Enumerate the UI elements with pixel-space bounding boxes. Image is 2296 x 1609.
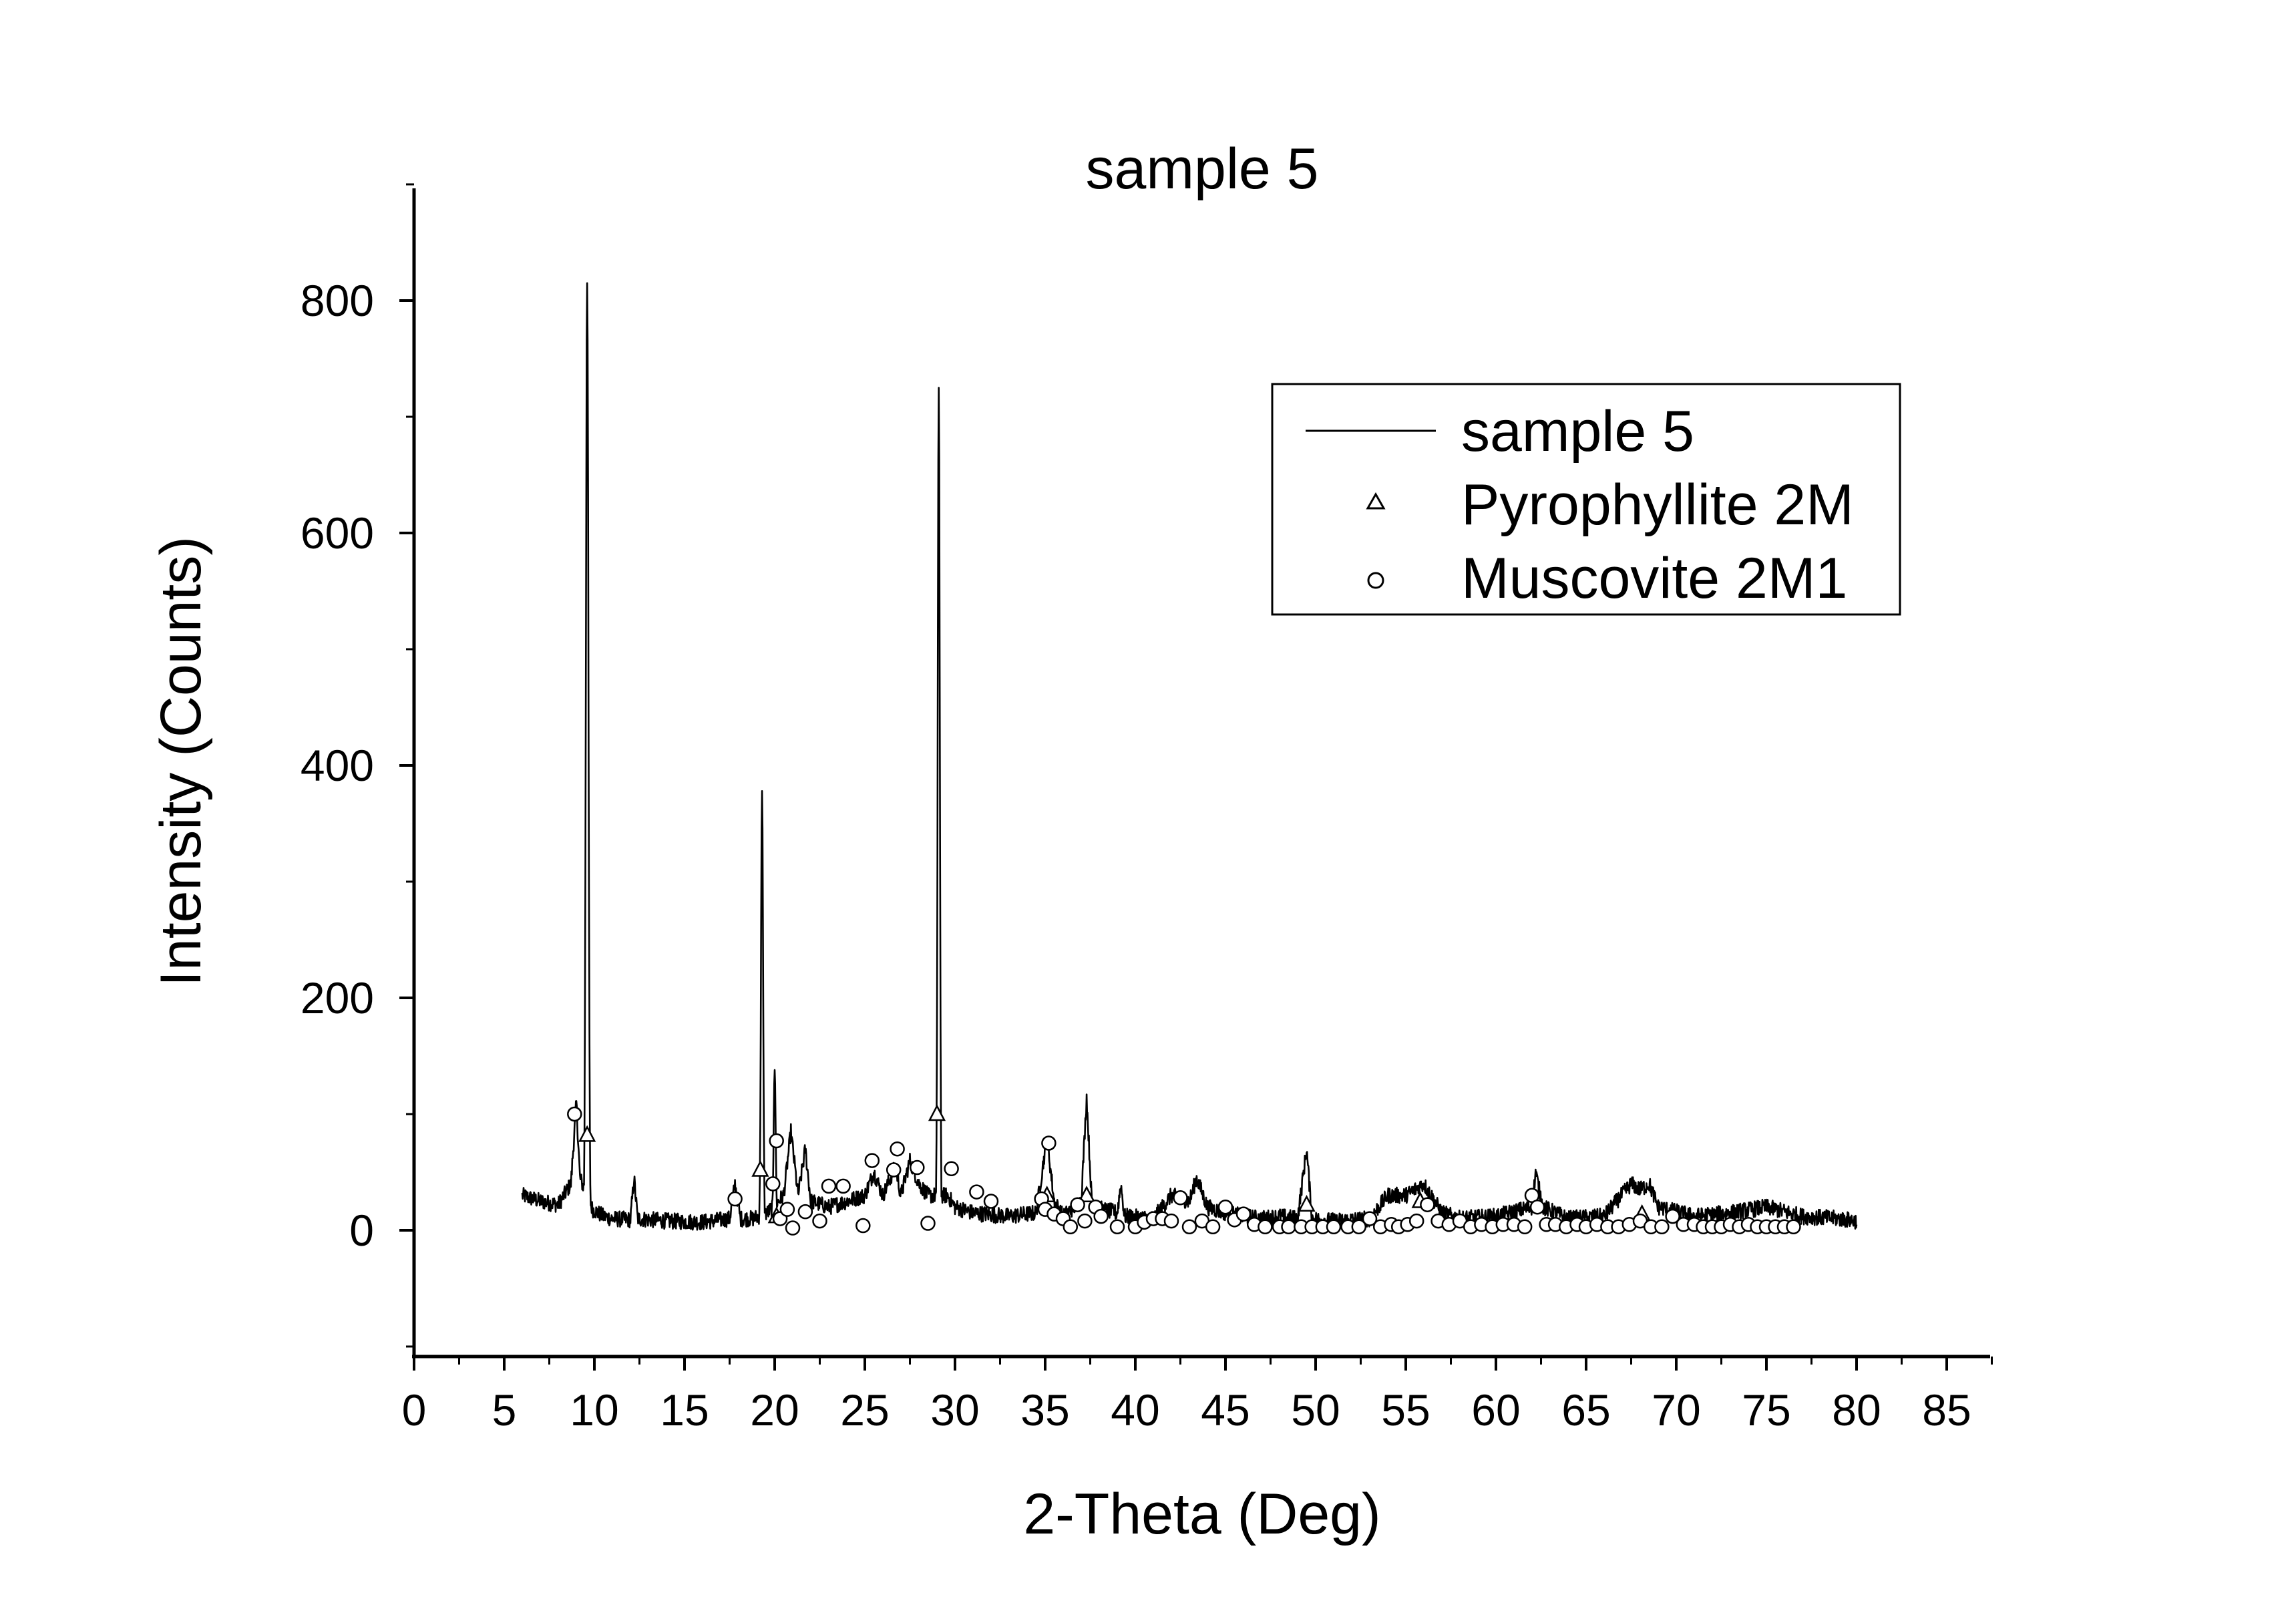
x-tick-label-25: 25 [840,1385,889,1435]
pyrophyllite-marker [928,1104,946,1121]
muscovite-marker [855,1218,871,1234]
muscovite-marker [1093,1208,1109,1224]
x-tick-label-45: 45 [1201,1385,1250,1435]
x-tick-label-55: 55 [1381,1385,1430,1435]
legend-circle-marker [1367,572,1384,589]
chart-title: sample 5 [1086,137,1319,201]
muscovite-marker [1786,1219,1801,1235]
muscovite-marker [1258,1219,1273,1235]
x-tick-label-70: 70 [1652,1385,1700,1435]
muscovite-marker [567,1106,582,1122]
x-axis-label: 2-Theta (Deg) [1023,1482,1380,1546]
y-tick-label-0: 0 [349,1206,374,1255]
muscovite-marker [1665,1208,1680,1224]
x-tick-label-30: 30 [930,1385,979,1435]
muscovite-marker [864,1153,880,1168]
muscovite-marker [1173,1190,1188,1206]
muscovite-marker [727,1191,743,1207]
x-tick-label-20: 20 [750,1385,799,1435]
muscovite-marker [920,1216,936,1231]
muscovite-marker [1654,1219,1670,1235]
pyrophyllite-marker [751,1159,769,1177]
legend-entry-muscovite: Muscovite 2M1 [1461,546,1847,610]
muscovite-marker [812,1213,827,1229]
legend-box [1271,383,1901,616]
x-tick-label-15: 15 [660,1385,709,1435]
muscovite-marker [944,1161,959,1177]
muscovite-marker [1181,1219,1197,1235]
x-tick-label-40: 40 [1111,1385,1159,1435]
muscovite-marker [785,1220,801,1236]
x-tick-label-65: 65 [1561,1385,1610,1435]
y-tick-label-200: 200 [301,973,374,1023]
pyrophyllite-marker [578,1125,596,1142]
muscovite-marker [1205,1219,1221,1235]
muscovite-marker [1077,1213,1093,1229]
muscovite-marker [983,1194,999,1209]
x-tick-label-10: 10 [570,1385,618,1435]
axis-ticks: 0 5 10 15 20 25 30 35 40 45 50 55 60 65 70 75 80 85 0 200 40… [301,183,1993,1435]
x-tick-label-60: 60 [1471,1385,1520,1435]
legend: sample 5 Pyrophyllite 2M Muscovite 2M1 [1271,383,1901,616]
y-tick-label-600: 600 [301,508,374,558]
muscovite-marker [1408,1213,1424,1229]
x-tick-label-5: 5 [492,1385,517,1435]
x-tick-label-0: 0 [402,1385,427,1435]
muscovite-marker [1070,1197,1085,1212]
muscovite-marker [1420,1197,1435,1212]
muscovite-marker [1041,1135,1057,1151]
x-tick-label-75: 75 [1742,1385,1790,1435]
muscovite-marker [1351,1219,1367,1235]
plot-area [521,282,1858,1236]
sample-5-line [521,282,1858,1231]
muscovite-marker [1109,1219,1125,1235]
y-tick-label-400: 400 [301,741,374,790]
legend-entry-sample-5: sample 5 [1461,399,1694,464]
legend-triangle-marker [1366,492,1386,510]
muscovite-marker [1063,1219,1079,1235]
muscovite-marker [1529,1199,1545,1215]
muscovite-marker [1235,1206,1252,1222]
x-tick-label-85: 85 [1922,1385,1971,1435]
muscovite-marker [910,1159,925,1176]
muscovite-marker [835,1178,851,1194]
x-tick-label-35: 35 [1020,1385,1069,1435]
muscovite-marker [765,1176,781,1192]
x-tick-label-80: 80 [1832,1385,1881,1435]
muscovite-marker [797,1204,813,1220]
muscovite-marker [821,1178,837,1194]
muscovite-marker [1517,1219,1533,1235]
x-tick-label-50: 50 [1291,1385,1340,1435]
pyrophyllite-marker [1298,1195,1316,1212]
muscovite-marker [1326,1219,1342,1235]
axes [412,188,1990,1359]
legend-entry-pyrophyllite: Pyrophyllite 2M [1461,473,1854,537]
y-tick-label-800: 800 [301,276,374,325]
muscovite-marker [890,1141,905,1157]
y-axis-label: Intensity (Counts) [149,536,213,987]
muscovite-marker [1362,1211,1378,1226]
muscovite-marker [886,1162,902,1178]
muscovite-marker [779,1202,795,1217]
muscovite-marker [969,1184,984,1200]
muscovite-marker [1163,1213,1179,1229]
pyrophyllite-marker [1078,1186,1096,1203]
muscovite-marker [769,1133,784,1149]
muscovite-marker [1281,1219,1296,1235]
muscovite-marker [1217,1199,1233,1215]
